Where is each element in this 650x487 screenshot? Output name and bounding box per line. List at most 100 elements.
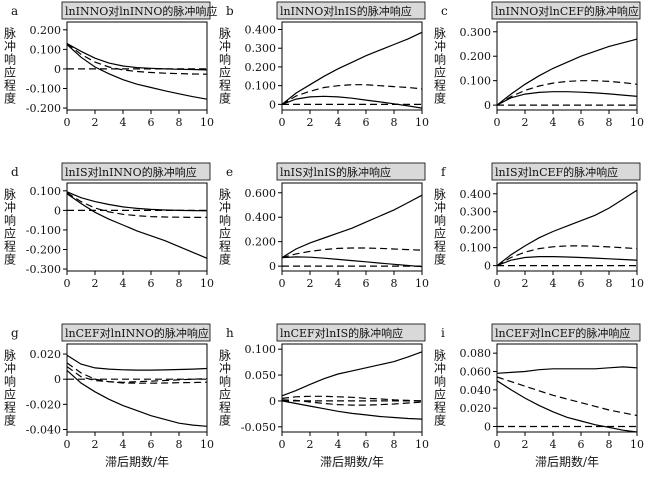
x-tick-label: 6 — [578, 277, 585, 290]
x-tick-label: 0 — [279, 438, 286, 451]
x-tick-label: 10 — [415, 116, 429, 129]
x-tick-label: 0 — [279, 116, 286, 129]
panel-title-box — [276, 323, 426, 342]
y-tick-label: 0.100 — [245, 343, 277, 356]
x-axis-label: 滞后期数/年 — [535, 454, 599, 469]
y-tick-label: 0.300 — [245, 42, 277, 55]
x-tick-label: 0 — [494, 277, 501, 290]
x-tick-label: 4 — [120, 116, 127, 129]
y-tick-label: 0.100 — [30, 185, 62, 198]
series-line-1 — [281, 31, 423, 105]
x-tick-label: 8 — [391, 438, 398, 451]
panel-letter: h — [226, 326, 234, 340]
x-tick-label: 2 — [92, 438, 99, 451]
x-tick-label: 4 — [550, 277, 557, 290]
y-tick-label: 0.200 — [245, 61, 277, 74]
x-tick-label: 2 — [307, 116, 314, 129]
y-axis-label: 脉冲响应程度 — [219, 348, 231, 428]
x-tick-label: 10 — [630, 277, 644, 290]
x-tick-label: 6 — [578, 438, 585, 451]
x-tick-label: 6 — [363, 116, 370, 129]
panel-letter: c — [441, 4, 448, 18]
y-tick-label: 0.050 — [245, 369, 277, 382]
y-axis-label: 脉冲响应程度 — [4, 187, 16, 267]
series-line-2 — [66, 192, 207, 218]
series-line-1 — [281, 194, 423, 259]
panel-i: lnCEF对lnCEF的脉冲响应 i 0.080 0.060 0.040 0.020 00 2… — [434, 323, 644, 469]
series-line-2 — [66, 362, 208, 384]
series-line-1 — [496, 366, 638, 374]
x-tick-label: 10 — [415, 438, 429, 451]
series-line-3 — [281, 256, 423, 268]
y-tick-label: 0.200 — [30, 24, 62, 37]
y-tick-label: -0.200 — [26, 102, 61, 115]
y-tick-label: 0.200 — [245, 236, 277, 249]
x-tick-label: 0 — [494, 438, 501, 451]
panel-c: lnINNO对lnCEF的脉冲响应 c 0.300 0.200 0.100 00 2 4 6 8 1… — [434, 1, 644, 129]
x-tick-label: 2 — [92, 277, 99, 290]
x-tick-label: 8 — [606, 277, 613, 290]
y-tick-label: -0.300 — [26, 263, 61, 276]
x-tick-label: 0 — [64, 277, 71, 290]
panel-letter: f — [441, 165, 447, 179]
x-tick-label: 8 — [176, 277, 183, 290]
y-tick-label: 0.060 — [460, 366, 492, 379]
series-line-3 — [496, 91, 638, 106]
x-tick-label: 4 — [550, 116, 557, 129]
panel-title-box — [61, 323, 211, 342]
x-tick-label: 2 — [522, 277, 529, 290]
y-tick-label: 0 — [54, 63, 61, 76]
x-tick-label: 6 — [578, 116, 585, 129]
plot-frame — [496, 21, 638, 111]
panel-title: lnINNO对lnINNO的脉冲响应 — [65, 4, 217, 18]
panel-title-box — [276, 162, 426, 181]
y-axis-label: 脉冲响应程度 — [4, 26, 16, 106]
panel-title: lnIS对lnINNO的脉冲响应 — [65, 165, 197, 179]
panel-title: lnCEF对lnCEF的脉冲响应 — [495, 326, 630, 340]
x-tick-label: 0 — [279, 277, 286, 290]
y-tick-label: 0 — [484, 421, 491, 434]
y-tick-label: 0.400 — [460, 188, 492, 201]
panel-f: lnIS对lnCEF的脉冲响应 f 0.400 0.300 0.200 0.100 00 2 4… — [434, 162, 644, 290]
panel-letter: i — [441, 326, 445, 340]
panel-e: lnIS对lnIS的脉冲响应 e 0.600 0.400 0.200 00 2 4 6 8 10 脉冲… — [219, 162, 429, 290]
x-tick-label: 0 — [64, 116, 71, 129]
x-tick-label: 8 — [176, 116, 183, 129]
series-line-3 — [496, 256, 638, 267]
panel-letter: a — [11, 4, 18, 18]
series-line-2 — [66, 43, 208, 75]
y-tick-label: 0 — [484, 260, 491, 273]
series-line-3 — [281, 95, 423, 109]
y-axis-label: 脉冲响应程度 — [4, 348, 16, 428]
panel-b: lnINNO对lnIS的脉冲响应 b 0.400 0.300 0.200 0.100 00 2… — [219, 1, 429, 129]
x-tick-label: 2 — [522, 116, 529, 129]
y-tick-label: -0.100 — [26, 82, 61, 95]
panel-title: lnIS对lnIS的脉冲响应 — [280, 165, 391, 179]
plot-frame — [281, 21, 423, 111]
y-tick-label: 0.400 — [245, 23, 277, 36]
x-axis-label: 滞后期数/年 — [320, 454, 384, 469]
x-axis-label: 滞后期数/年 — [105, 454, 169, 469]
y-tick-label: 0.100 — [30, 43, 62, 56]
y-tick-label: 0.100 — [245, 80, 277, 93]
panel-letter: d — [11, 165, 19, 179]
y-axis-label: 脉冲响应程度 — [434, 187, 446, 267]
y-tick-label: 0 — [54, 204, 61, 217]
y-axis-label: 脉冲响应程度 — [219, 187, 231, 267]
x-tick-label: 10 — [200, 438, 214, 451]
x-tick-label: 4 — [335, 438, 342, 451]
plot-frame — [281, 182, 423, 272]
y-tick-label: 0.300 — [460, 206, 492, 219]
y-axis-label: 脉冲响应程度 — [434, 348, 446, 428]
x-tick-label: 0 — [494, 116, 501, 129]
panel-title: lnCEF对lnIS的脉冲响应 — [280, 326, 403, 340]
x-tick-label: 2 — [522, 438, 529, 451]
y-tick-label: -0.050 — [241, 421, 276, 434]
panel-title-box — [491, 1, 641, 20]
x-tick-label: 10 — [200, 277, 214, 290]
series-line-1 — [496, 189, 638, 267]
x-tick-label: 4 — [120, 277, 127, 290]
series-line-2 — [281, 84, 423, 105]
